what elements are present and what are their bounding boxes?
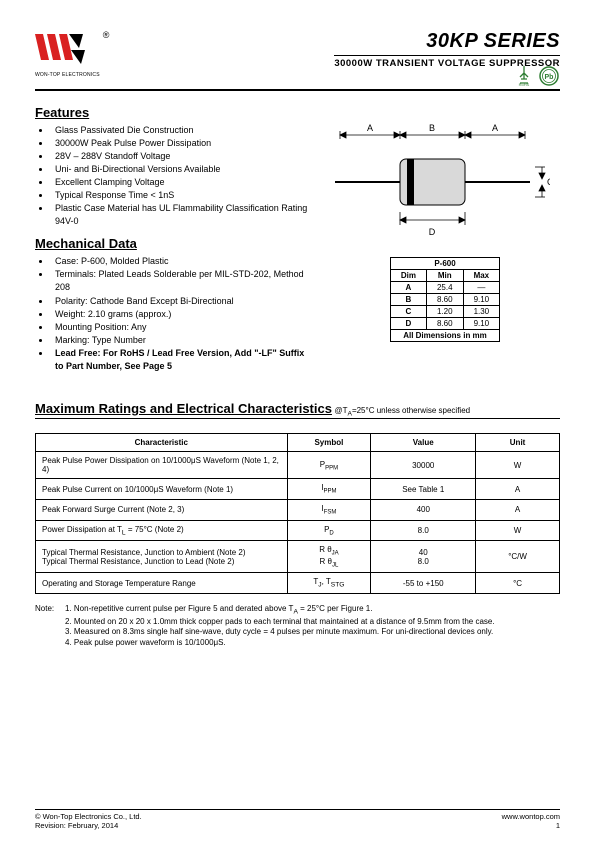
company-logo: WON-TOP ELECTRONICS ® [35,30,109,78]
mechdata-item: Marking: Type Number [51,334,315,347]
page-footer: © Won-Top Electronics Co., Ltd. Revision… [35,809,560,830]
svg-text:A: A [367,123,373,133]
ratings-heading: Maximum Ratings and Electrical Character… [35,401,332,416]
note-line: 2. Mounted on 20 x 20 x 1.0mm thick copp… [35,617,560,628]
feature-item: Uni- and Bi-Directional Versions Availab… [51,163,315,176]
svg-text:B: B [429,123,435,133]
rohs-icon: RoHS [513,65,535,87]
feature-item: Glass Passivated Die Construction [51,124,315,137]
wontop-logo-icon [35,30,95,68]
ratings-row: Typical Thermal Resistance, Junction to … [36,541,560,573]
dimtable-title: P-600 [390,258,499,270]
svg-text:A: A [492,123,498,133]
mechdata-item: Case: P-600, Molded Plastic [51,255,315,268]
mechdata-item: Polarity: Cathode Band Except Bi-Directi… [51,295,315,308]
svg-text:Pb: Pb [545,74,554,81]
ratings-row: Peak Pulse Current on 10/1000μS Waveform… [36,479,560,500]
pb-free-icon: Pb [538,65,560,87]
feature-item: Plastic Case Material has UL Flammabilit… [51,202,315,228]
company-name: WON-TOP ELECTRONICS [35,72,100,78]
dimension-table: P-600 DimMinMax A25.4—B8.609.10C1.201.30… [390,257,500,342]
registered-mark: ® [103,30,110,40]
svg-text:C: C [547,177,550,187]
feature-item: 28V – 288V Standoff Voltage [51,150,315,163]
footer-revision: Revision: February, 2014 [35,821,142,830]
feature-item: Excellent Clamping Voltage [51,176,315,189]
svg-text:RoHS: RoHS [519,82,530,87]
footer-url: www.wontop.com [502,812,560,821]
series-title: 30KP SERIES [334,30,560,53]
ratings-row: Peak Pulse Power Dissipation on 10/1000μ… [36,452,560,479]
header-row: WON-TOP ELECTRONICS ® 30KP SERIES 30000W… [35,30,560,87]
mechdata-heading: Mechanical Data [35,236,315,251]
title-block: 30KP SERIES 30000W TRANSIENT VOLTAGE SUP… [334,30,560,87]
features-list: Glass Passivated Die Construction30000W … [35,124,315,228]
footer-copyright: © Won-Top Electronics Co., Ltd. [35,812,142,821]
feature-item: 30000W Peak Pulse Power Dissipation [51,137,315,150]
notes-block: Note:1. Non-repetitive current pulse per… [35,604,560,649]
ratings-condition: @TA=25°C unless otherwise specified [334,406,470,415]
feature-item: Typical Response Time < 1nS [51,189,315,202]
footer-page: 1 [502,821,560,830]
dimtable-footer: All Dimensions in mm [390,330,499,342]
mechdata-item: Weight: 2.10 grams (approx.) [51,308,315,321]
svg-text:D: D [429,227,436,237]
mechdata-leadfree: Lead Free: For RoHS / Lead Free Version,… [51,347,315,373]
features-heading: Features [35,105,315,120]
ratings-row: Operating and Storage Temperature RangeT… [36,573,560,594]
mechdata-item: Terminals: Plated Leads Solderable per M… [51,268,315,294]
ratings-row: Peak Forward Surge Current (Note 2, 3)IF… [36,499,560,520]
note-line: 3. Measured on 8.3ms single half sine-wa… [35,627,560,638]
ratings-table: CharacteristicSymbolValueUnit Peak Pulse… [35,433,560,594]
package-diagram: A B A [330,117,560,249]
mechdata-item: Mounting Position: Any [51,321,315,334]
note-line: 4. Peak pulse power waveform is 10/1000μ… [35,638,560,649]
mechdata-list: Case: P-600, Molded PlasticTerminals: Pl… [35,255,315,372]
note-line: Note:1. Non-repetitive current pulse per… [35,604,560,617]
datasheet-page: WON-TOP ELECTRONICS ® 30KP SERIES 30000W… [0,0,595,842]
ratings-row: Power Dissipation at TL = 75°C (Note 2)P… [36,520,560,541]
